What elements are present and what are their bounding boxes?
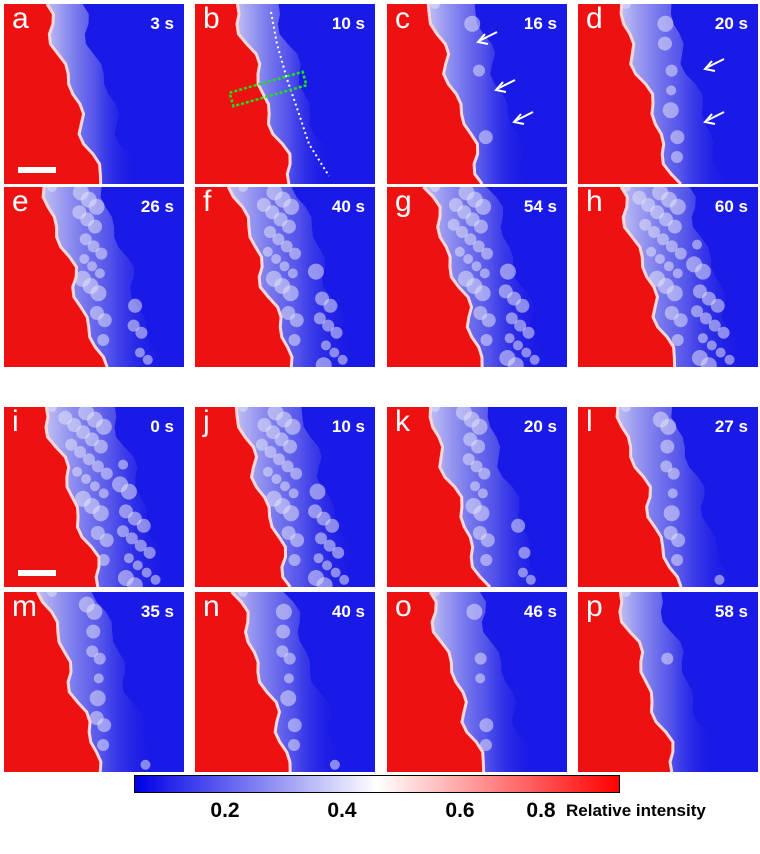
arrow-icon [703,58,725,72]
micrograph-image [578,407,758,587]
panel-label: n [203,592,220,623]
micrograph-image [387,187,567,367]
micrograph-image [4,407,184,587]
panel-l: l 27 s [578,407,758,587]
panel-time: 40 s [331,197,365,216]
panel-time: 3 s [150,14,174,33]
micrograph-image [578,187,758,367]
panel-label: l [586,407,593,438]
panel-i: i 0 s [4,407,184,587]
micrograph-image [387,407,567,587]
panel-label: h [586,187,603,218]
panel-a: a 3 s [4,4,184,184]
colorbar-title: Relative intensity [566,801,706,820]
panel-label: i [12,407,19,438]
panel-time: 10 s [331,417,365,436]
panel-time: 46 s [523,602,557,621]
colorbar-gradient [135,776,619,792]
colorbar-tick: 0.2 [210,799,240,822]
panel-g: g 54 s [387,187,567,367]
panel-e: e 26 s [4,187,184,367]
micrograph-image [387,4,567,184]
micrograph-image [195,187,375,367]
scale-bar [18,167,56,173]
panel-time: 40 s [331,602,365,621]
panel-p: p 58 s [578,592,758,772]
arrow-icon [512,111,534,125]
micrograph-image [195,407,375,587]
panel-time: 0 s [150,417,174,436]
panel-label: o [395,592,412,623]
panel-label: e [12,187,29,218]
micrograph-image [195,4,375,184]
colorbar-tick: 0.4 [327,799,357,822]
panel-label: b [203,4,220,35]
panel-time: 10 s [331,14,365,33]
micrograph-image [195,592,375,772]
arrow-icon [703,111,725,125]
panel-time: 20 s [523,417,557,436]
panel-b: b 10 s [195,4,375,184]
arrow-icon [476,31,498,45]
panel-label: m [12,592,37,623]
panel-m: m 35 s [4,592,184,772]
panel-time: 16 s [523,14,557,33]
panel-label: g [395,187,412,218]
micrograph-image [4,187,184,367]
colorbar [134,775,620,793]
scale-bar [18,570,56,576]
panel-label: j [203,407,210,438]
panel-j: j 10 s [195,407,375,587]
micrograph-image [4,4,184,184]
panel-label: f [203,187,212,218]
panel-label: c [395,4,410,35]
panel-o: o 46 s [387,592,567,772]
panel-time: 58 s [714,602,748,621]
panel-time: 54 s [523,197,557,216]
colorbar-tick: 0.6 [445,799,475,822]
panel-n: n 40 s [195,592,375,772]
panel-time: 27 s [714,417,748,436]
panel-time: 60 s [714,197,748,216]
micrograph-image [387,592,567,772]
panel-label: k [395,407,410,438]
panel-d: d 20 s [578,4,758,184]
panel-f: f 40 s [195,187,375,367]
dashed-box-annotation [227,70,309,108]
panel-label: d [586,4,603,35]
panel-h: h 60 s [578,187,758,367]
micrograph-image [578,4,758,184]
arrow-icon [494,79,516,93]
panel-k: k 20 s [387,407,567,587]
panel-time: 35 s [140,602,174,621]
panel-label: p [586,592,603,623]
panel-time: 20 s [714,14,748,33]
panel-label: a [12,4,29,35]
micrograph-image [4,592,184,772]
micrograph-image [578,592,758,772]
colorbar-tick: 0.8 [526,799,556,822]
panel-c: c 16 s [387,4,567,184]
panel-time: 26 s [140,197,174,216]
